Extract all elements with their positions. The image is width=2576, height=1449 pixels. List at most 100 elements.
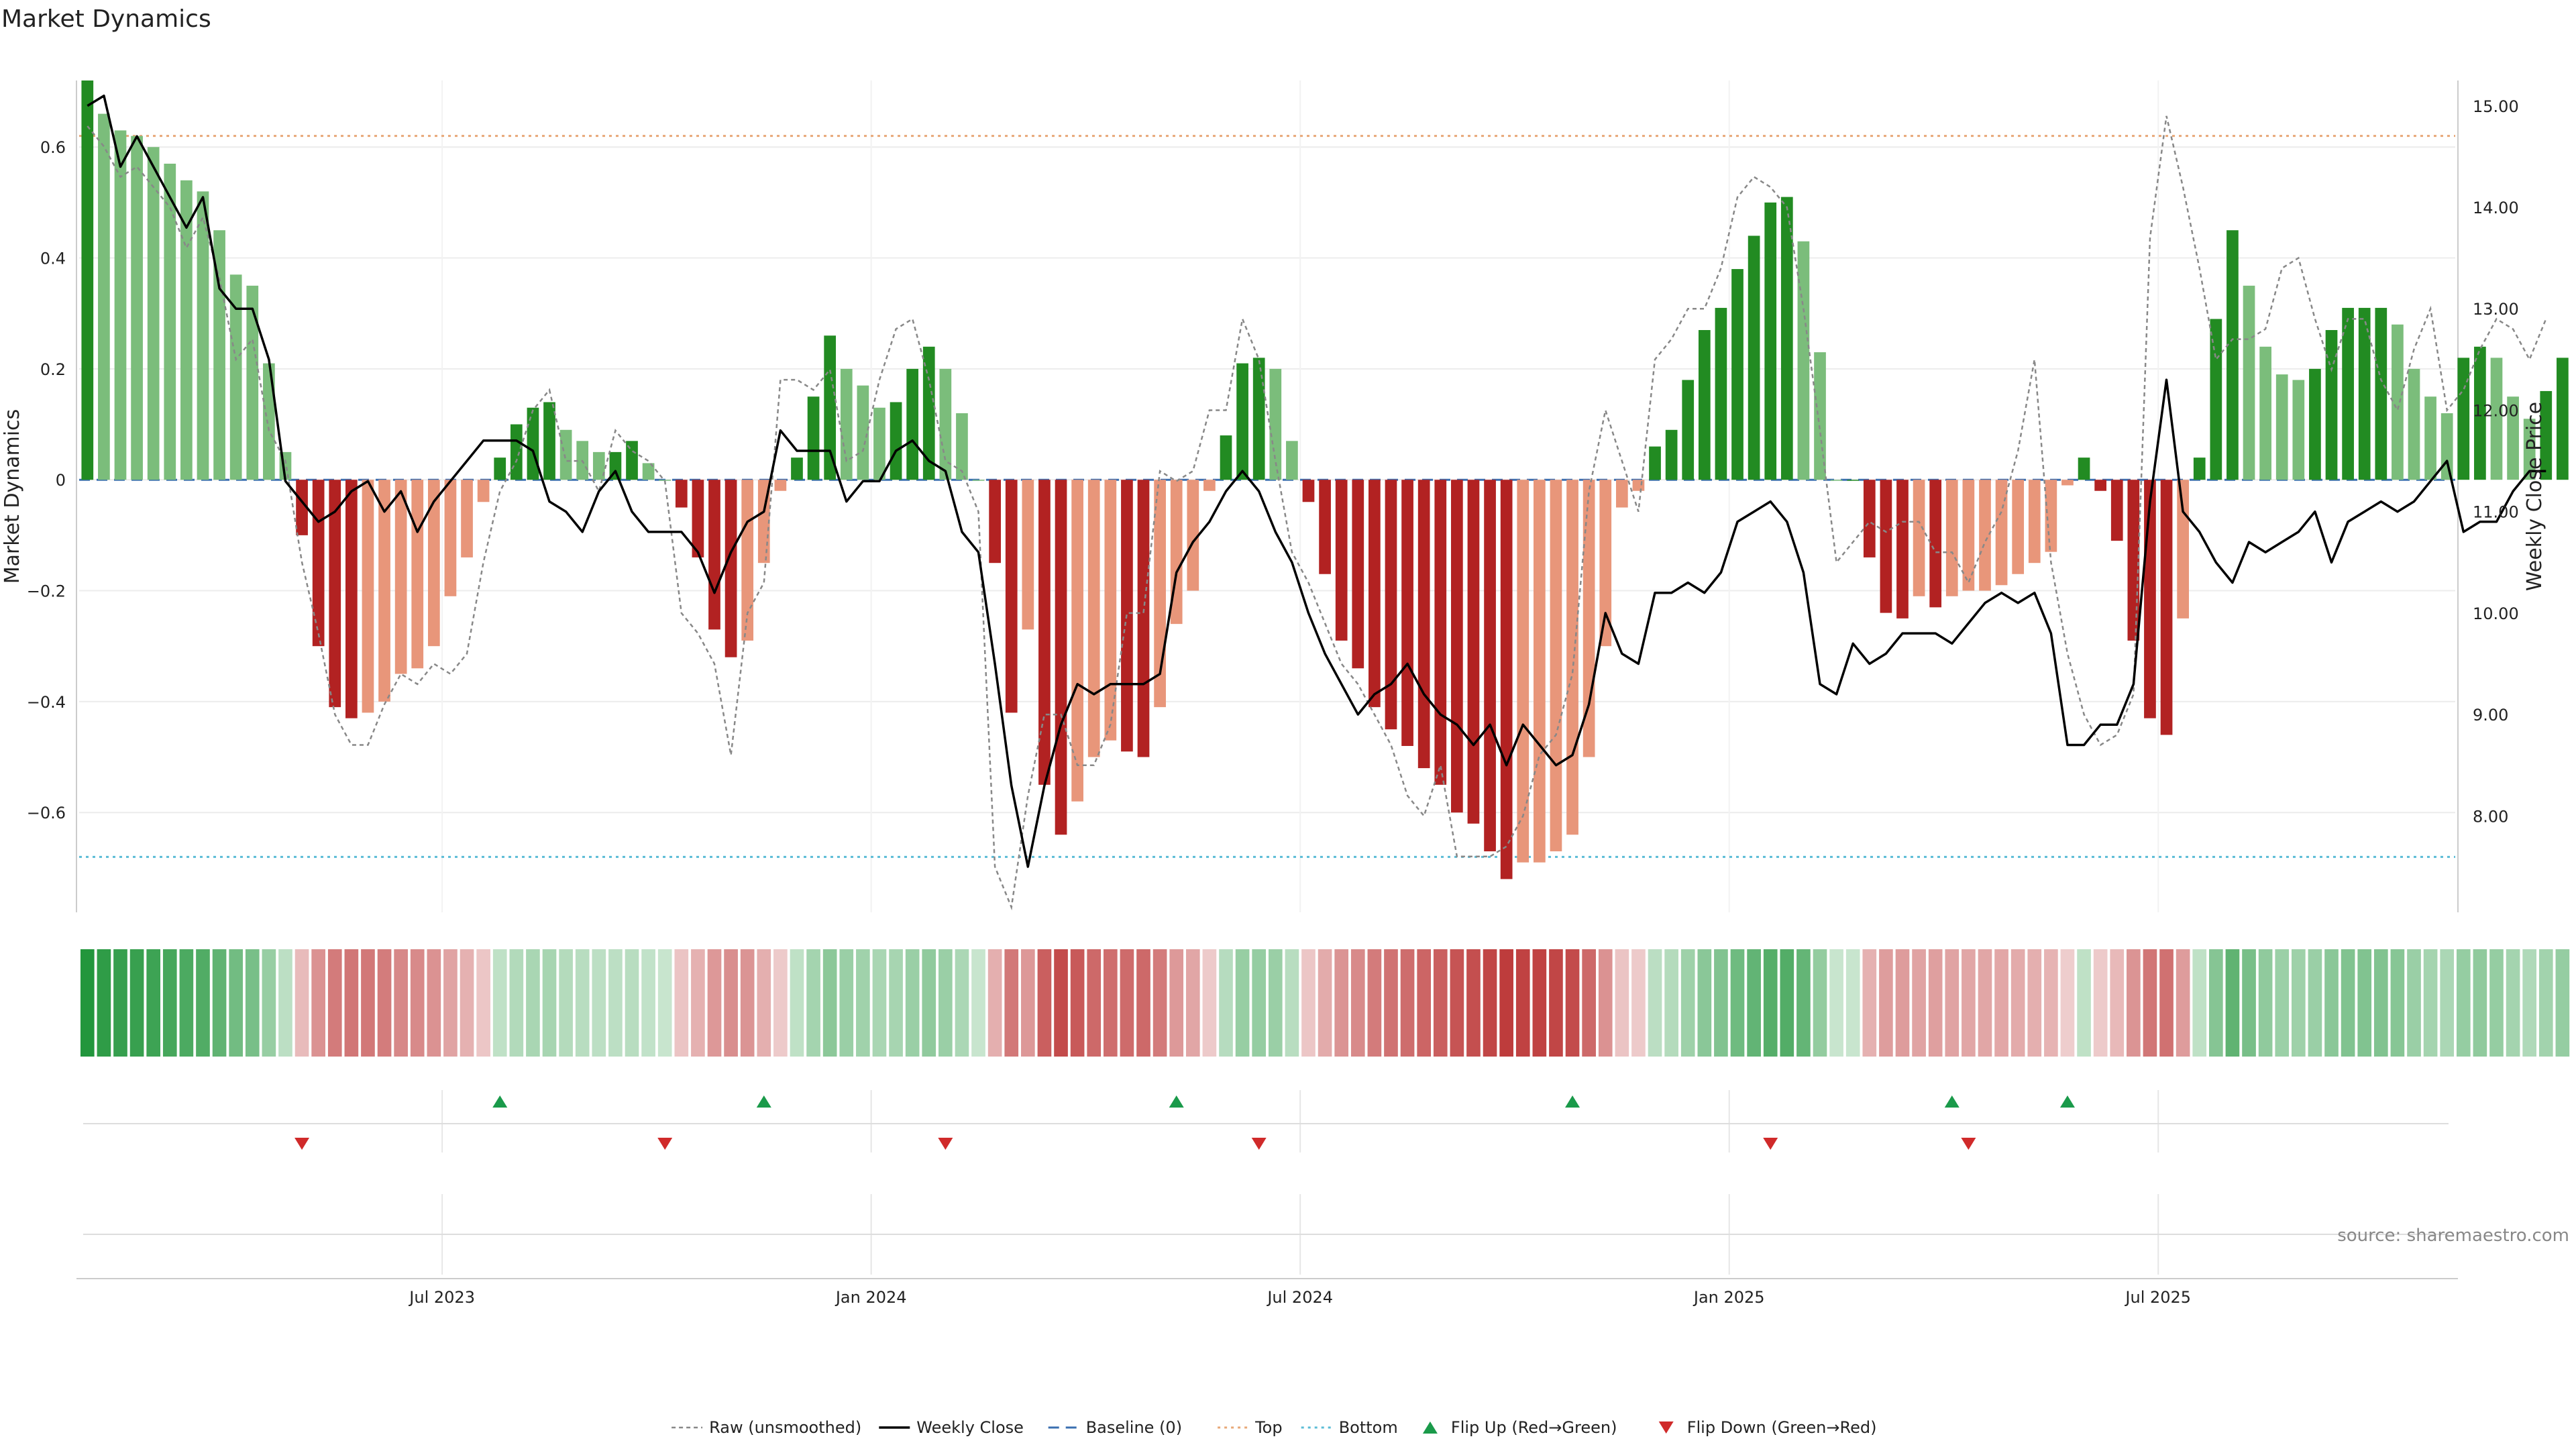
legend-label: Top xyxy=(1254,1418,1283,1437)
heat-cell xyxy=(162,949,177,1057)
flip-down-marker xyxy=(294,1138,310,1150)
heat-cell xyxy=(1136,949,1150,1057)
momentum-bar xyxy=(394,480,407,674)
heat-cell xyxy=(2242,949,2256,1057)
heat-cell xyxy=(1978,949,1992,1057)
right-tick-label: 13.00 xyxy=(2473,300,2519,319)
heat-cell xyxy=(987,949,1002,1057)
heat-cell xyxy=(2176,949,2190,1057)
legend-label: Raw (unsmoothed) xyxy=(709,1418,861,1437)
heat-cell xyxy=(1598,949,1613,1057)
momentum-bar xyxy=(2523,419,2536,480)
heat-cell xyxy=(2044,949,2058,1057)
heat-cell xyxy=(2275,949,2290,1057)
momentum-bar xyxy=(2440,413,2453,480)
heat-cell xyxy=(2522,949,2537,1057)
left-tick-label: 0.2 xyxy=(40,360,66,379)
x-tick-label: Jul 2025 xyxy=(2124,1288,2191,1307)
momentum-bar xyxy=(1038,480,1051,785)
x-tick-label: Jul 2024 xyxy=(1266,1288,1333,1307)
heat-cell xyxy=(1070,949,1085,1057)
heat-cell xyxy=(2010,949,2025,1057)
empty-panel xyxy=(76,1234,2458,1279)
momentum-bar xyxy=(1500,480,1513,879)
heat-cell xyxy=(1582,949,1596,1057)
legend-label: Baseline (0) xyxy=(1086,1418,1182,1437)
reference-lines xyxy=(79,135,2455,858)
heat-cell xyxy=(1945,949,1960,1057)
momentum-bar xyxy=(857,385,869,480)
momentum-bar xyxy=(1417,480,1430,769)
left-tick-label: 0 xyxy=(56,471,66,490)
momentum-bar xyxy=(2375,307,2387,480)
heat-cell xyxy=(2440,949,2455,1057)
momentum-bar xyxy=(890,402,902,480)
legend-item: Raw (unsmoothed) xyxy=(672,1418,861,1437)
heat-cell xyxy=(509,949,524,1057)
heat-cell xyxy=(2341,949,2355,1057)
heat-cell xyxy=(146,949,161,1057)
heat-cell xyxy=(1450,949,1464,1057)
momentum-bar xyxy=(345,480,358,718)
heat-cell xyxy=(2159,949,2174,1057)
momentum-bar xyxy=(510,424,523,480)
momentum-bar xyxy=(2424,396,2436,480)
momentum-bar xyxy=(2144,480,2156,718)
left-tick-label: 0.4 xyxy=(40,250,66,268)
heat-cell xyxy=(2373,949,2388,1057)
left-axis-ticks: 0.6 0.4 0.2 0 −0.2 −0.4 −0.6 xyxy=(27,138,66,822)
momentum-bar xyxy=(2507,396,2519,480)
heat-cell xyxy=(856,949,870,1057)
momentum-bar xyxy=(164,164,176,480)
momentum-bar xyxy=(1913,480,1925,596)
momentum-bar xyxy=(642,463,655,480)
heat-cell xyxy=(922,949,936,1057)
heat-cell xyxy=(971,949,985,1057)
momentum-bar xyxy=(873,407,885,480)
legend-swatch xyxy=(1422,1421,1438,1434)
momentum-bar xyxy=(296,480,308,535)
heat-cell xyxy=(625,949,639,1057)
heat-cell xyxy=(889,949,903,1057)
momentum-bar xyxy=(1814,352,1826,480)
heat-cell xyxy=(2192,949,2207,1057)
momentum-bar xyxy=(774,480,787,491)
heat-cell xyxy=(1895,949,1910,1057)
momentum-bar xyxy=(197,191,209,480)
heat-cell xyxy=(674,949,689,1057)
momentum-bar xyxy=(1252,358,1265,480)
momentum-bar xyxy=(246,285,259,480)
momentum-bar xyxy=(1566,480,1578,835)
momentum-bar xyxy=(2160,480,2173,735)
heat-cell xyxy=(1928,949,1943,1057)
left-axis-label: Market Dynamics xyxy=(1,409,24,584)
heat-cell xyxy=(1120,949,1134,1057)
heat-cell xyxy=(1962,949,1976,1057)
heat-cell xyxy=(1185,949,1200,1057)
heat-cell xyxy=(394,949,408,1057)
momentum-bar xyxy=(2540,390,2553,480)
momentum-bar xyxy=(312,480,325,647)
momentum-bar xyxy=(956,413,968,480)
heat-cell xyxy=(2423,949,2438,1057)
momentum-bar xyxy=(1945,480,1958,596)
legend-item: Bottom xyxy=(1301,1418,1398,1437)
momentum-bar xyxy=(559,429,572,480)
momentum-bar xyxy=(741,480,754,641)
momentum-bar xyxy=(989,480,1002,564)
momentum-bar xyxy=(708,480,720,630)
heat-cell xyxy=(1268,949,1283,1057)
heat-cell xyxy=(2258,949,2273,1057)
momentum-bar xyxy=(1302,480,1315,502)
heat-cell xyxy=(278,949,292,1057)
heat-cell xyxy=(2077,949,2091,1057)
heat-cell xyxy=(129,949,144,1057)
momentum-bar xyxy=(427,480,440,647)
momentum-bar xyxy=(444,480,457,596)
heat-cell xyxy=(1631,949,1646,1057)
heat-cell xyxy=(2291,949,2306,1057)
momentum-bar xyxy=(2177,480,2190,619)
momentum-bar xyxy=(2292,380,2305,480)
momentum-bar xyxy=(1319,480,1331,574)
legend-item: Flip Up (Red→Green) xyxy=(1422,1418,1617,1437)
